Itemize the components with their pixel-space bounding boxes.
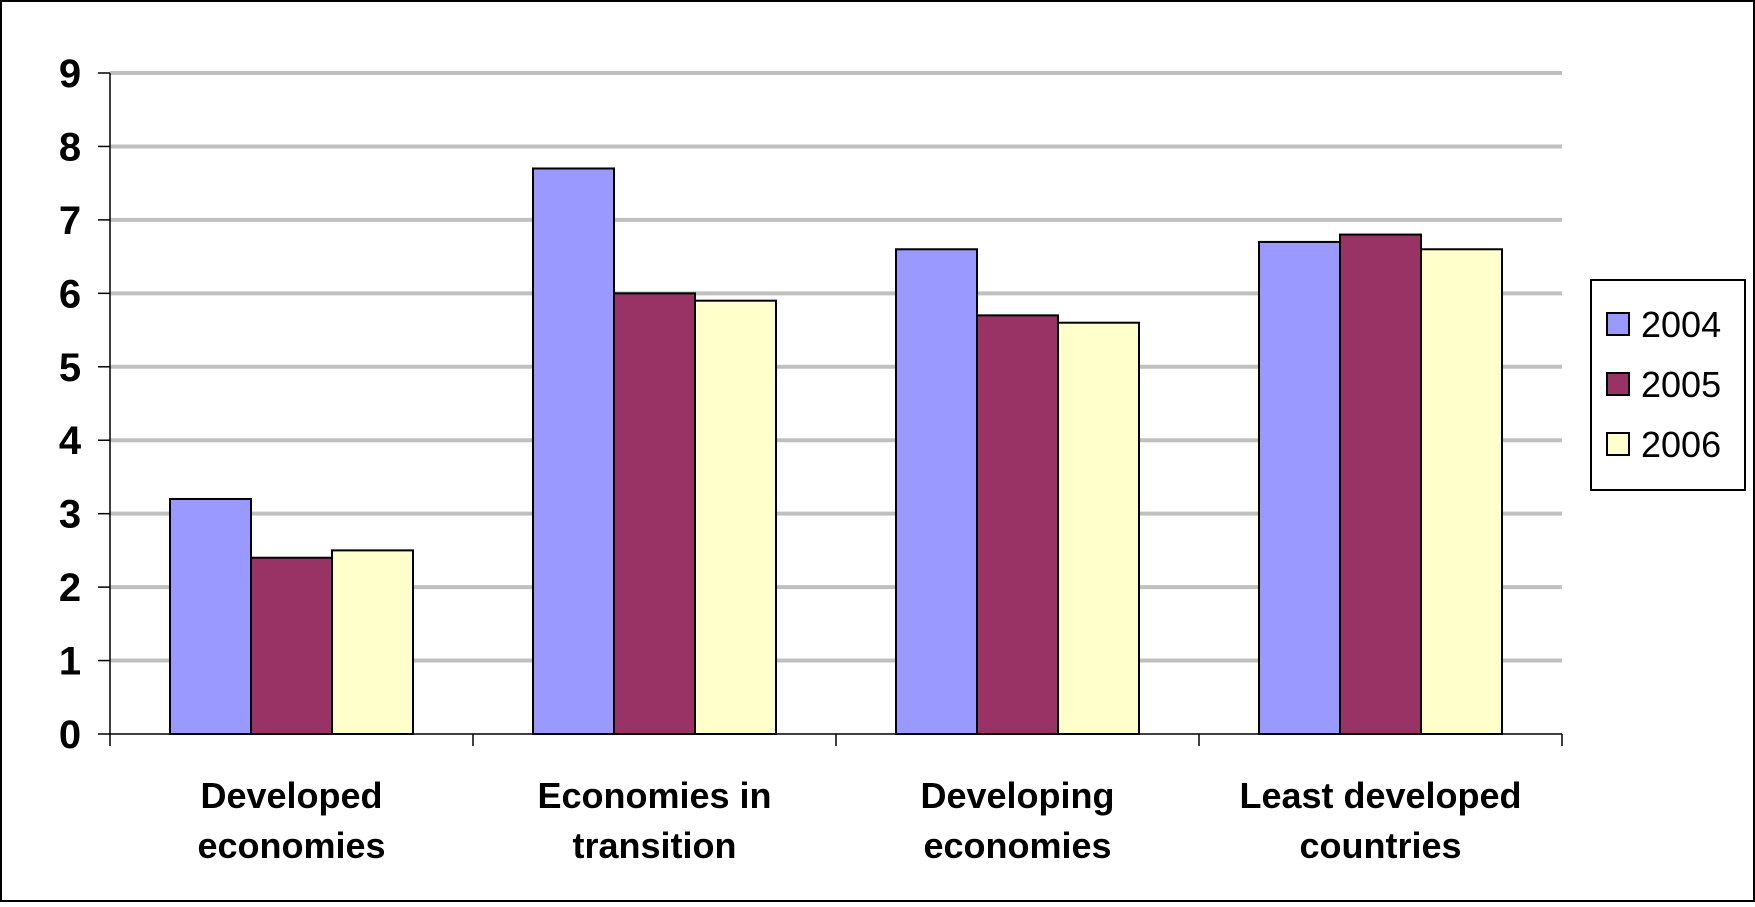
legend-swatch [1606, 432, 1630, 456]
x-tick-label: Economies in [537, 775, 771, 816]
bar-2005-0 [250, 556, 333, 735]
legend-swatch [1606, 372, 1630, 396]
y-tick-label: 1 [59, 640, 81, 684]
y-tick-label: 2 [59, 566, 81, 610]
y-tick-label: 9 [59, 52, 81, 96]
bar-2005-1 [613, 292, 696, 735]
x-tick-label: Least developed [1239, 775, 1521, 816]
legend-swatch [1606, 312, 1630, 336]
bar-2006-1 [694, 299, 777, 735]
y-tick-label: 5 [59, 346, 81, 390]
x-tick-label: countries [1299, 825, 1461, 866]
bar-2004-1 [532, 167, 615, 735]
bar-2006-3 [1420, 248, 1503, 735]
bar-2004-2 [895, 248, 978, 735]
bar-2005-3 [1339, 233, 1422, 735]
y-tick-label: 4 [59, 419, 82, 463]
x-tick-label: transition [572, 825, 736, 866]
bar-2004-3 [1258, 240, 1341, 736]
x-tick-label: Developed [200, 775, 382, 816]
legend: 2004 2005 2006 [1590, 279, 1746, 491]
bar-2006-0 [331, 549, 414, 736]
y-tick-label: 7 [59, 199, 81, 243]
x-tick-label: Developing [920, 775, 1114, 816]
y-tick-label: 6 [59, 272, 81, 316]
x-tick-label: economies [923, 825, 1111, 866]
legend-label: 2004 [1641, 304, 1721, 345]
y-tick-label: 8 [59, 125, 81, 169]
bar-2006-2 [1057, 321, 1140, 735]
y-tick-label: 0 [59, 713, 81, 757]
y-tick-label: 3 [59, 493, 81, 537]
legend-label: 2005 [1641, 364, 1721, 405]
legend-label: 2006 [1641, 424, 1721, 465]
bar-2005-2 [976, 314, 1059, 735]
x-tick-label: economies [197, 825, 385, 866]
bar-2004-0 [169, 497, 252, 735]
